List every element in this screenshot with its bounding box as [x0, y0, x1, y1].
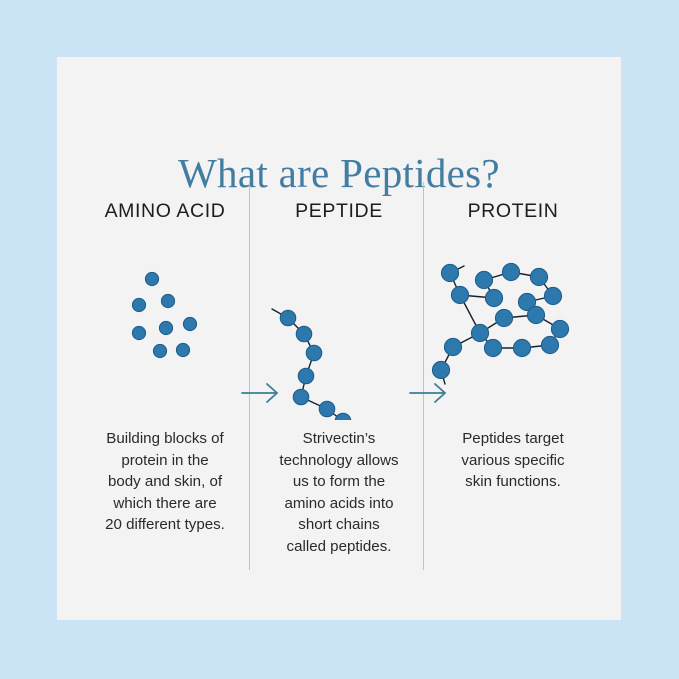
folded-protein-icon	[431, 262, 570, 385]
column-header-amino-acid: AMINO ACID	[104, 200, 226, 222]
amino-acid-diagram	[71, 253, 259, 420]
column-body-peptide: Strivectin’s technology allows us to for…	[279, 430, 399, 555]
column-header-protein: PROTEIN	[467, 200, 559, 222]
right-arrow-icon	[241, 383, 278, 403]
right-arrow-icon	[409, 383, 446, 403]
page-title: What are Peptides?	[178, 150, 500, 196]
column-divider-1	[249, 182, 250, 570]
content-card: What are Peptides? AMINO ACID	[57, 57, 621, 620]
protein-diagram	[419, 253, 607, 420]
column-body-amino-acid: Building blocks of protein in the body a…	[105, 430, 225, 533]
column-divider-2	[423, 182, 424, 570]
arrow-peptide-to-protein	[409, 379, 449, 407]
column-body-protein: Peptides target various specific skin fu…	[461, 430, 565, 490]
scattered-dots-icon	[131, 271, 198, 359]
arrow-amino-to-peptide	[241, 379, 281, 407]
column-header-peptide: PEPTIDE	[295, 200, 383, 222]
